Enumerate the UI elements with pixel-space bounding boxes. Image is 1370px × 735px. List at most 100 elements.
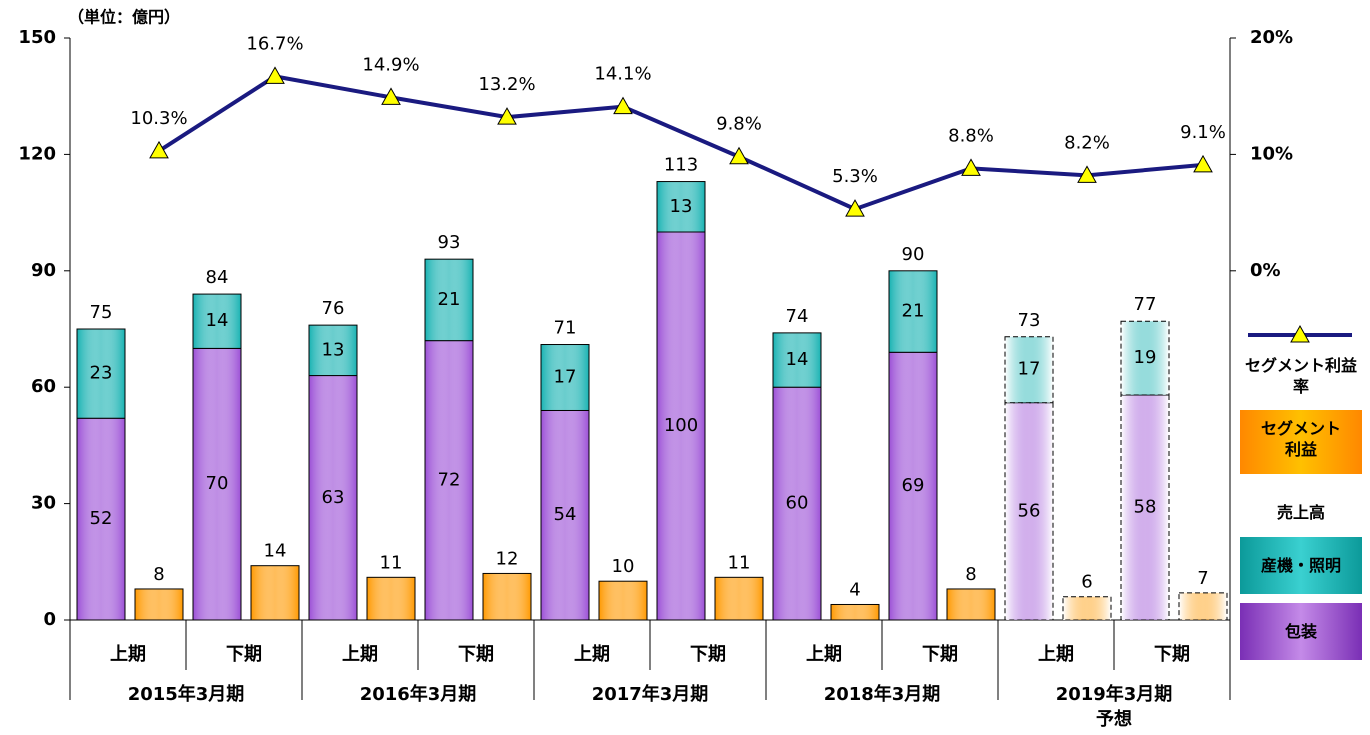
total-label: 76 xyxy=(322,298,345,319)
bar xyxy=(714,576,764,621)
x-tick-label: 上期 xyxy=(342,644,378,665)
y-tick-label: 150 xyxy=(18,27,56,48)
unit-label: （単位：億円） xyxy=(68,8,180,27)
group-label: 2019年3月期 xyxy=(1056,683,1173,705)
bar xyxy=(656,181,706,233)
bar xyxy=(772,386,822,621)
bar xyxy=(308,324,358,377)
data-label: 21 xyxy=(902,301,925,322)
total-label: 75 xyxy=(90,302,113,323)
marker xyxy=(845,199,865,217)
data-label: 70 xyxy=(206,473,229,494)
data-label: 4 xyxy=(849,579,860,600)
bar xyxy=(250,565,300,621)
bar xyxy=(830,603,880,621)
data-label: 9.1% xyxy=(1180,122,1226,143)
total-label: 113 xyxy=(664,155,698,176)
total-label: 90 xyxy=(902,244,925,265)
bar xyxy=(1120,320,1170,396)
marker xyxy=(729,146,749,165)
group-note: 予想 xyxy=(1096,708,1132,730)
x-tick-label: 下期 xyxy=(922,644,958,665)
legend-header: 売上高 xyxy=(1276,503,1325,522)
data-label: 54 xyxy=(554,504,577,525)
data-label: 56 xyxy=(1018,500,1041,521)
total-label: 77 xyxy=(1134,294,1157,315)
data-label: 13 xyxy=(322,339,345,360)
y2-tick-label: 0% xyxy=(1250,260,1281,281)
bar xyxy=(366,576,416,621)
line xyxy=(157,74,1204,212)
data-label: 12 xyxy=(496,548,519,569)
bar xyxy=(1062,596,1112,621)
bar xyxy=(1004,336,1054,404)
data-label: 6 xyxy=(1081,572,1092,593)
bar xyxy=(598,580,648,621)
bar xyxy=(888,270,938,353)
data-label: 8.2% xyxy=(1064,132,1110,153)
data-label: 14 xyxy=(264,541,287,562)
bar xyxy=(482,572,532,621)
legend-profit: セグメント利益 xyxy=(1240,410,1362,474)
data-label: 5.3% xyxy=(832,166,878,187)
marker xyxy=(497,107,517,125)
data-label: 9.8% xyxy=(716,114,762,135)
data-label: 14.9% xyxy=(362,54,419,75)
data-label: 11 xyxy=(728,552,751,573)
data-label: 10.3% xyxy=(130,108,187,129)
bar xyxy=(1120,394,1170,621)
bar xyxy=(192,347,242,621)
data-label: 10 xyxy=(612,556,635,577)
group-label: 2017年3月期 xyxy=(592,683,709,705)
y-tick-label: 90 xyxy=(31,260,56,281)
y-tick-label: 0 xyxy=(43,609,56,630)
total-label: 73 xyxy=(1018,310,1041,331)
total-label: 71 xyxy=(554,318,577,339)
data-label: 17 xyxy=(1018,359,1041,380)
bar xyxy=(134,588,184,621)
data-label: 16.7% xyxy=(246,33,303,54)
bar xyxy=(424,258,474,342)
bar xyxy=(1178,592,1228,621)
x-tick-label: 上期 xyxy=(110,644,146,665)
legend-purple: 包装 xyxy=(1240,603,1362,660)
data-label: 58 xyxy=(1134,496,1157,517)
bar xyxy=(540,344,590,411)
data-label: 8 xyxy=(153,564,164,585)
total-label: 93 xyxy=(438,232,461,253)
bar xyxy=(772,332,822,388)
bar xyxy=(192,293,242,349)
group-label: 2018年3月期 xyxy=(824,683,941,705)
x-tick-label: 下期 xyxy=(690,644,726,665)
y2-tick-label: 10% xyxy=(1250,143,1293,164)
bar xyxy=(946,588,996,621)
bar xyxy=(888,351,938,621)
data-label: 63 xyxy=(322,487,345,508)
marker xyxy=(1193,154,1213,173)
x-tick-label: 上期 xyxy=(806,644,842,665)
data-label: 100 xyxy=(664,415,698,436)
marker xyxy=(149,140,169,159)
marker xyxy=(1077,165,1097,183)
data-label: 60 xyxy=(786,493,809,514)
x-tick-label: 下期 xyxy=(458,644,494,665)
marker xyxy=(265,66,285,84)
bar xyxy=(656,231,706,621)
legend-line-label: セグメント利益率 xyxy=(1244,356,1357,396)
bar xyxy=(76,328,126,419)
data-label: 21 xyxy=(438,289,461,310)
marker xyxy=(613,96,633,115)
data-label: 8.8% xyxy=(948,125,994,146)
data-label: 19 xyxy=(1134,347,1157,368)
data-label: 7 xyxy=(1197,568,1208,589)
legend-marker xyxy=(1290,324,1310,343)
x-tick-label: 上期 xyxy=(574,644,610,665)
group-label: 2015年3月期 xyxy=(128,683,245,705)
bar xyxy=(76,417,126,621)
data-label: 23 xyxy=(90,363,113,384)
y-tick-label: 120 xyxy=(18,143,56,164)
data-label: 17 xyxy=(554,367,577,388)
legend-teal: 産機・照明 xyxy=(1240,537,1362,594)
